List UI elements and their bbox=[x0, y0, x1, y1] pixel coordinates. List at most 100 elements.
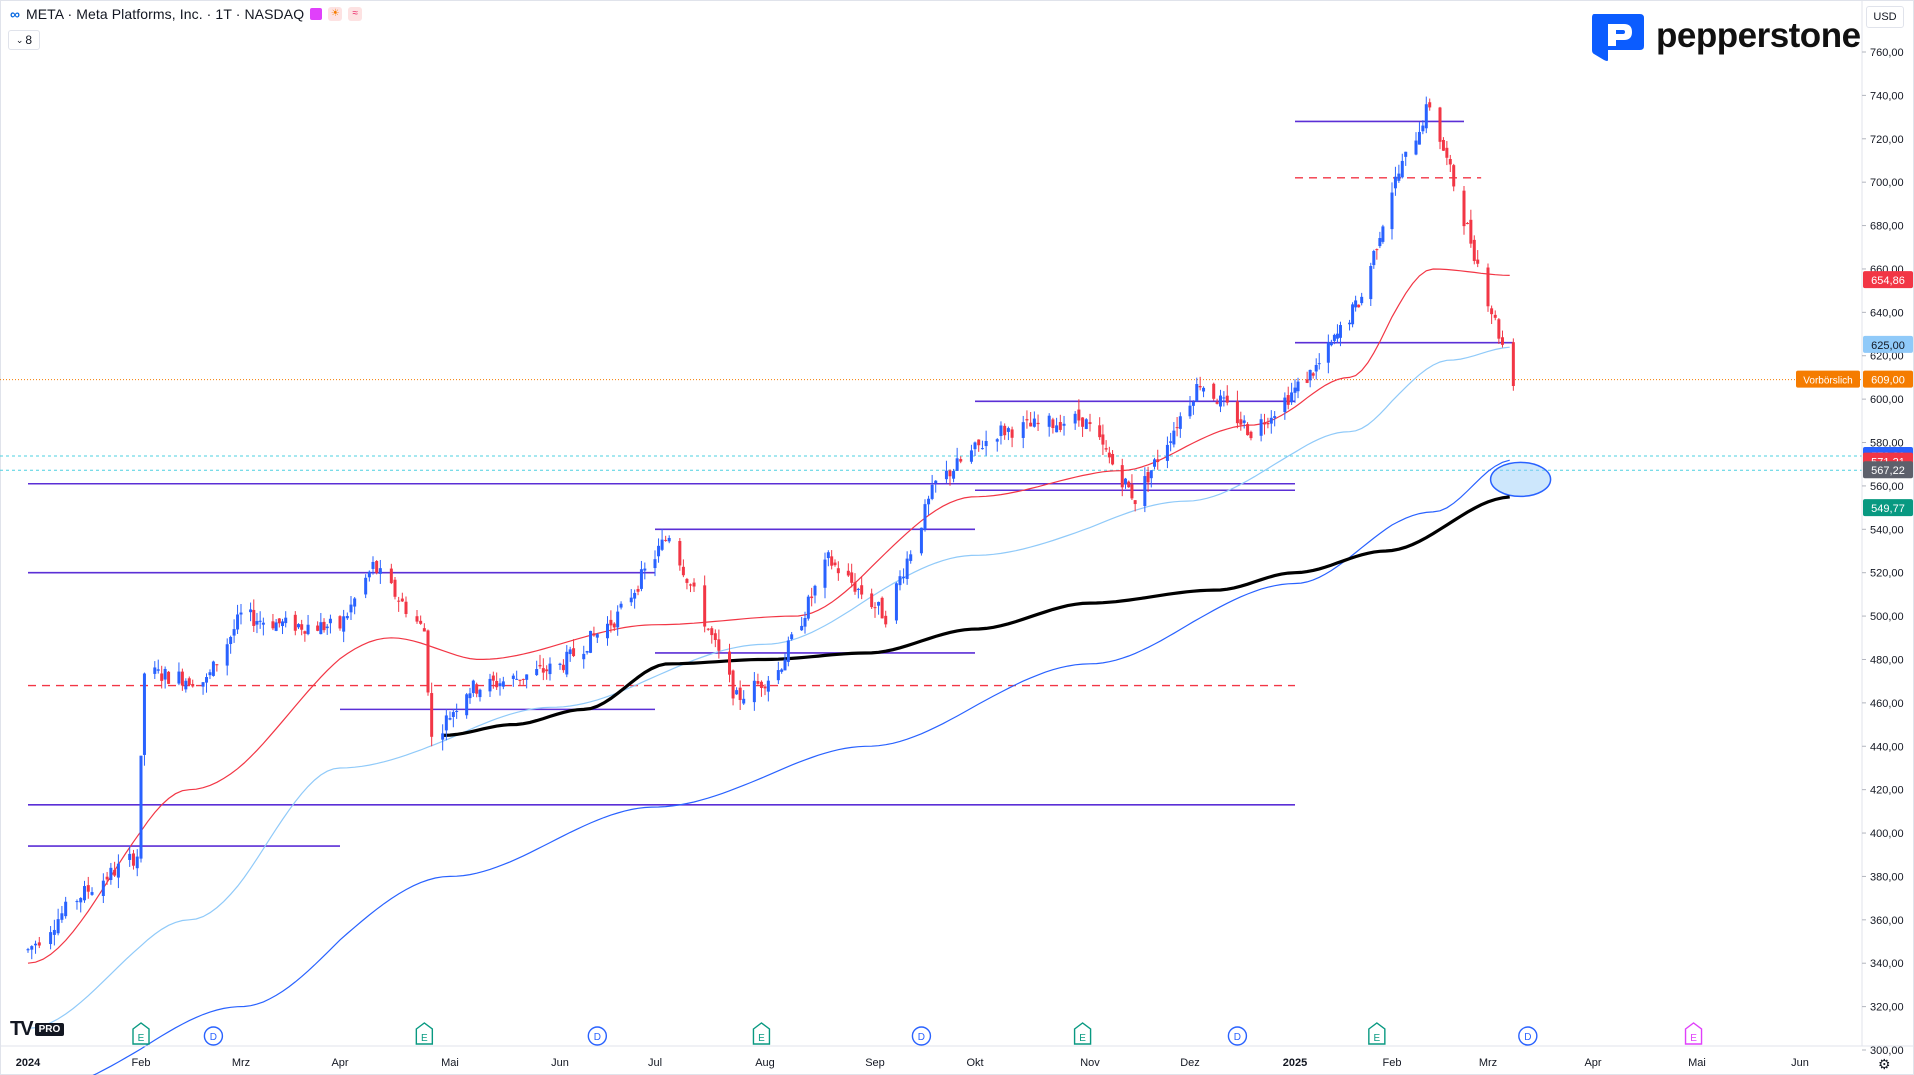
candle-up bbox=[236, 614, 240, 630]
candle-up bbox=[232, 629, 236, 636]
candle-down bbox=[1010, 429, 1014, 438]
candle-up bbox=[367, 571, 371, 578]
candle-up bbox=[1006, 428, 1010, 432]
candle-down bbox=[977, 439, 981, 446]
candle-down bbox=[1493, 314, 1497, 318]
candle-up bbox=[342, 616, 346, 632]
time-tick-label: Mai bbox=[441, 1057, 459, 1069]
candle-down bbox=[692, 582, 696, 587]
candle-up bbox=[934, 480, 938, 484]
candle-down bbox=[1472, 239, 1476, 261]
price-tick-label: 420,00 bbox=[1870, 785, 1904, 797]
candle-down bbox=[836, 568, 840, 574]
time-tick-label: Nov bbox=[1080, 1057, 1100, 1069]
candle-down bbox=[880, 597, 884, 619]
price-tick-label: 500,00 bbox=[1870, 611, 1904, 623]
indicators-toggle[interactable]: ⌄ 8 bbox=[8, 30, 40, 50]
time-tick-label: Mrz bbox=[232, 1057, 250, 1069]
candle-up bbox=[1390, 192, 1394, 230]
flag-icon[interactable] bbox=[310, 8, 323, 20]
candle-down bbox=[160, 673, 164, 681]
candle-down bbox=[738, 687, 742, 701]
time-tick-label: Feb bbox=[1383, 1057, 1402, 1069]
candle-up bbox=[525, 674, 529, 680]
candle-down bbox=[664, 539, 668, 541]
candle-up bbox=[515, 678, 519, 680]
candle-up bbox=[56, 919, 60, 934]
candle-down bbox=[521, 678, 525, 680]
candle-down bbox=[830, 556, 834, 566]
candle-down bbox=[430, 693, 434, 737]
candle-down bbox=[1486, 267, 1490, 307]
candle-up bbox=[471, 680, 475, 694]
candle-down bbox=[400, 598, 404, 602]
candle-down bbox=[1476, 259, 1480, 264]
candle-up bbox=[1351, 304, 1355, 325]
candle-down bbox=[1263, 422, 1267, 425]
wave-icon[interactable]: ≈ bbox=[348, 7, 363, 21]
time-tick-label: Jun bbox=[551, 1057, 569, 1069]
candle-down bbox=[846, 570, 850, 576]
candle-up bbox=[142, 673, 146, 755]
candle-down bbox=[393, 579, 397, 597]
price-tick-label: 380,00 bbox=[1870, 871, 1904, 883]
candle-up bbox=[1424, 104, 1428, 129]
symbol-header[interactable]: ∞ META · Meta Platforms, Inc. · 1T · NAS… bbox=[10, 6, 363, 22]
meta-logo-icon: ∞ bbox=[10, 6, 20, 22]
candle-up bbox=[980, 448, 984, 450]
candle-up bbox=[1032, 418, 1036, 427]
candle-down bbox=[592, 633, 596, 636]
time-tick-label: 2025 bbox=[1283, 1057, 1307, 1069]
session-icon[interactable]: ☀ bbox=[328, 7, 343, 21]
candle-up bbox=[806, 596, 810, 619]
candle-up bbox=[281, 621, 285, 627]
candle-up bbox=[1143, 476, 1147, 507]
candle-up bbox=[1084, 419, 1088, 429]
target-zone-ellipse bbox=[1489, 461, 1552, 498]
candle-up bbox=[742, 698, 746, 704]
candle-up bbox=[1165, 444, 1169, 461]
candle-down bbox=[948, 470, 952, 477]
dividend-marker-label: D bbox=[1234, 1032, 1241, 1043]
candle-down bbox=[113, 869, 117, 876]
candle-up bbox=[952, 471, 956, 479]
candle-down bbox=[1462, 190, 1466, 227]
candle-up bbox=[955, 458, 959, 471]
candle-down bbox=[1266, 422, 1270, 425]
candle-up bbox=[1188, 405, 1192, 417]
candle-down bbox=[215, 664, 219, 666]
candle-down bbox=[37, 942, 41, 946]
tradingview-logo[interactable]: TV PRO bbox=[10, 1018, 65, 1041]
price-label-box bbox=[1863, 370, 1913, 388]
price-label-box bbox=[1863, 335, 1913, 353]
candle-down bbox=[884, 615, 888, 625]
candle-down bbox=[1175, 427, 1179, 429]
candle-down bbox=[1058, 422, 1062, 430]
earnings-marker-icon bbox=[1368, 1022, 1386, 1045]
candle-down bbox=[426, 630, 430, 693]
price-tick-label: 360,00 bbox=[1870, 915, 1904, 927]
candle-up bbox=[1062, 423, 1066, 426]
candle-down bbox=[518, 679, 522, 681]
candle-up bbox=[501, 681, 505, 687]
candle-up bbox=[345, 615, 349, 619]
candle-down bbox=[338, 616, 342, 629]
candle-down bbox=[293, 614, 297, 631]
earnings-marker-icon bbox=[1073, 1022, 1092, 1045]
candle-up bbox=[128, 853, 132, 860]
candle-down bbox=[252, 609, 256, 626]
price-tick-label: 680,00 bbox=[1870, 221, 1904, 233]
candle-down bbox=[491, 675, 495, 681]
currency-selector[interactable]: USD bbox=[1866, 6, 1904, 28]
candle-down bbox=[703, 585, 707, 627]
dividend-marker-icon bbox=[911, 1026, 932, 1046]
candle-up bbox=[52, 929, 56, 935]
candle-down bbox=[303, 631, 307, 634]
candle-down bbox=[277, 618, 281, 624]
settings-gear-icon[interactable]: ⚙ bbox=[1878, 1056, 1891, 1072]
candle-up bbox=[616, 611, 620, 628]
candle-up bbox=[441, 733, 445, 740]
candle-down bbox=[681, 566, 685, 576]
